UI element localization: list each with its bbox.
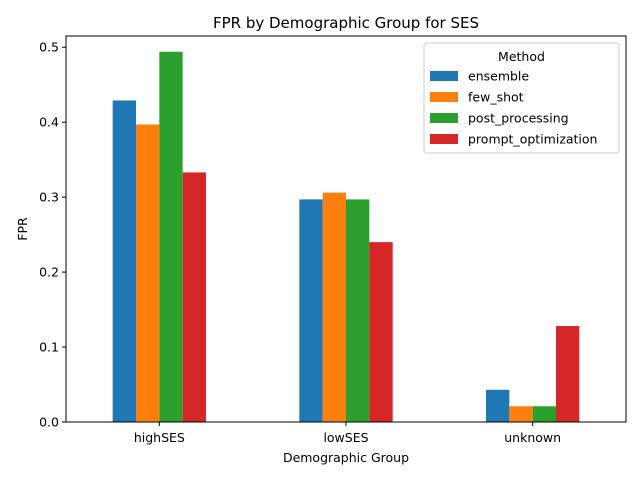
legend-swatch-prompt_optimization	[430, 134, 458, 144]
bar-prompt_optimization-lowSES	[369, 242, 393, 422]
y-tick-label: 0.5	[39, 40, 59, 55]
bar-few_shot-lowSES	[322, 192, 346, 422]
y-tick-label: 0.1	[39, 340, 59, 355]
legend-swatch-post_processing	[430, 113, 458, 123]
y-axis: 0.0 0.1 0.2 0.3 0.4 0.5	[39, 40, 66, 430]
x-tick-label: highSES	[134, 430, 185, 445]
bar-post_processing-unknown	[532, 406, 556, 422]
legend-swatch-ensemble	[430, 71, 458, 81]
legend-label-prompt_optimization: prompt_optimization	[468, 132, 597, 147]
y-axis-label: FPR	[15, 217, 30, 241]
legend-box	[423, 42, 620, 154]
legend-label-few_shot: few_shot	[468, 90, 524, 105]
bar-post_processing-highSES	[159, 51, 183, 422]
bar-prompt_optimization-highSES	[182, 172, 206, 422]
bar-ensemble-lowSES	[299, 199, 323, 422]
y-tick-label: 0.3	[39, 190, 59, 205]
bar-post_processing-lowSES	[346, 199, 370, 422]
bar-prompt_optimization-unknown	[556, 326, 580, 422]
legend-title: Method	[498, 49, 545, 64]
bar-few_shot-highSES	[136, 124, 160, 422]
bars-group	[112, 51, 580, 422]
legend-swatch-few_shot	[430, 92, 458, 102]
x-axis: highSES lowSES unknown	[134, 422, 561, 445]
legend-label-ensemble: ensemble	[468, 69, 529, 84]
x-axis-label: Demographic Group	[283, 450, 409, 465]
x-tick-label: unknown	[504, 430, 561, 445]
legend-label-post_processing: post_processing	[468, 111, 569, 126]
y-tick-label: 0.0	[39, 415, 59, 430]
chart-title: FPR by Demographic Group for SES	[213, 14, 479, 32]
bar-few_shot-unknown	[509, 406, 533, 422]
bar-ensemble-unknown	[486, 389, 510, 422]
x-tick-label: lowSES	[323, 430, 368, 445]
y-tick-label: 0.4	[39, 115, 59, 130]
bar-ensemble-highSES	[112, 100, 136, 422]
y-tick-label: 0.2	[39, 265, 59, 280]
legend: Method ensemble few_shot post_processingpr…	[423, 42, 620, 154]
